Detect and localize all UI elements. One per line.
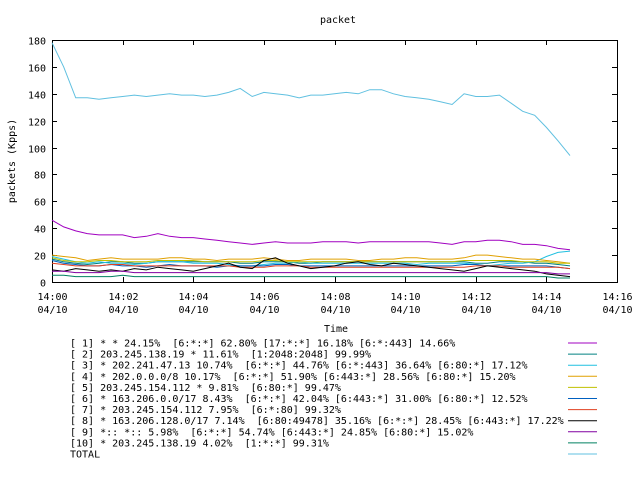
legend-entry-label: [ 5] 203.245.154.112 * 9.81% [6:80:*] 99… (70, 383, 341, 394)
x-tick-date-label: 04/10 (320, 305, 350, 316)
series-line-4 (51, 254, 571, 264)
legend-entry-label: [ 7] * 203.245.154.112 7.95% [6:*:80] 99… (70, 405, 341, 416)
x-tick-time-label: 14:16 (602, 292, 632, 303)
x-tick-time-label: 14:02 (108, 292, 138, 303)
series-line-5 (51, 257, 570, 264)
x-tick-time-label: 14:14 (531, 292, 561, 303)
legend-entry-label: [ 9] *:: *:: 5.98% [6:*:*] 54.74% [6:443… (70, 427, 473, 438)
x-tick-date-label: 04/10 (531, 305, 561, 316)
y-tick-label: 40 (34, 225, 46, 236)
x-tick-date-label: 04/10 (390, 305, 420, 316)
x-tick-date-label: 04/10 (602, 305, 632, 316)
y-tick-label: 180 (28, 37, 46, 48)
x-axis-label: Time (324, 324, 348, 335)
plot-area-frame (52, 40, 618, 283)
y-tick-label: 120 (28, 118, 46, 129)
x-tick-time-label: 14:12 (461, 292, 491, 303)
legend-entry-label: [ 2] 203.245.138.19 * 11.61% [1:2048:204… (70, 350, 371, 361)
x-tick-time-label: 14:00 (37, 292, 67, 303)
y-tick-label: 20 (34, 252, 46, 263)
series-line-9 (52, 270, 570, 275)
x-tick-time-label: 14:08 (320, 292, 350, 303)
series-line-11 (51, 42, 571, 156)
legend-entry-label: [ 6] * 163.206.0.0/17 8.43% [6:*:*] 42.0… (70, 394, 528, 405)
y-tick-label: 60 (34, 198, 46, 209)
legend-entry-label: TOTAL (70, 450, 100, 461)
series-lines (51, 42, 571, 279)
x-tick-date-label: 04/10 (461, 305, 491, 316)
y-tick-label: 140 (28, 91, 46, 102)
x-tick-time-label: 14:06 (249, 292, 279, 303)
legend-entry-label: [ 4] * 202.0.0.0/8 10.17% [6:*:*] 51.90%… (70, 372, 516, 383)
y-tick-label: 160 (28, 64, 46, 75)
x-tick-date-label: 04/10 (37, 305, 67, 316)
y-tick-label: 100 (28, 145, 46, 156)
y-axis-label: packets (Kpps) (7, 119, 18, 203)
legend: [ 1] * * 24.15% [6:*:*] 62.80% [17:*:*] … (70, 339, 597, 461)
x-tick-time-label: 14:04 (178, 292, 208, 303)
series-line-8 (51, 257, 571, 278)
series-line-10 (52, 274, 570, 279)
series-line-3 (51, 250, 571, 267)
x-tick-date-label: 04/10 (108, 305, 138, 316)
series-line-7 (51, 262, 571, 270)
legend-entry-label: [ 1] * * 24.15% [6:*:*] 62.80% [17:*:*] … (70, 339, 455, 350)
chart-title: packet (320, 15, 356, 26)
y-axis-ticks: 0 20 40 60 80 100 120 140 160 180 (28, 37, 617, 290)
x-tick-date-label: 04/10 (249, 305, 279, 316)
legend-entry-label: [ 8] * 163.206.128.0/17 7.14% [6:80:4947… (70, 416, 564, 427)
x-tick-date-label: 04/10 (178, 305, 208, 316)
x-axis-ticks: 14:00 04/10 14:02 04/10 14:04 04/10 14:06 04/10… (37, 40, 633, 316)
legend-entry-label: [ 3] * 202.241.47.13 10.74% [6:*:*] 44.7… (70, 361, 528, 372)
legend-entry-label: [10] * 203.245.138.19 4.02% [1:*:*] 99.3… (70, 438, 329, 449)
x-tick-time-label: 14:10 (390, 292, 420, 303)
series-line-1 (51, 219, 571, 251)
y-tick-label: 80 (34, 171, 46, 182)
y-tick-label: 0 (40, 279, 46, 290)
